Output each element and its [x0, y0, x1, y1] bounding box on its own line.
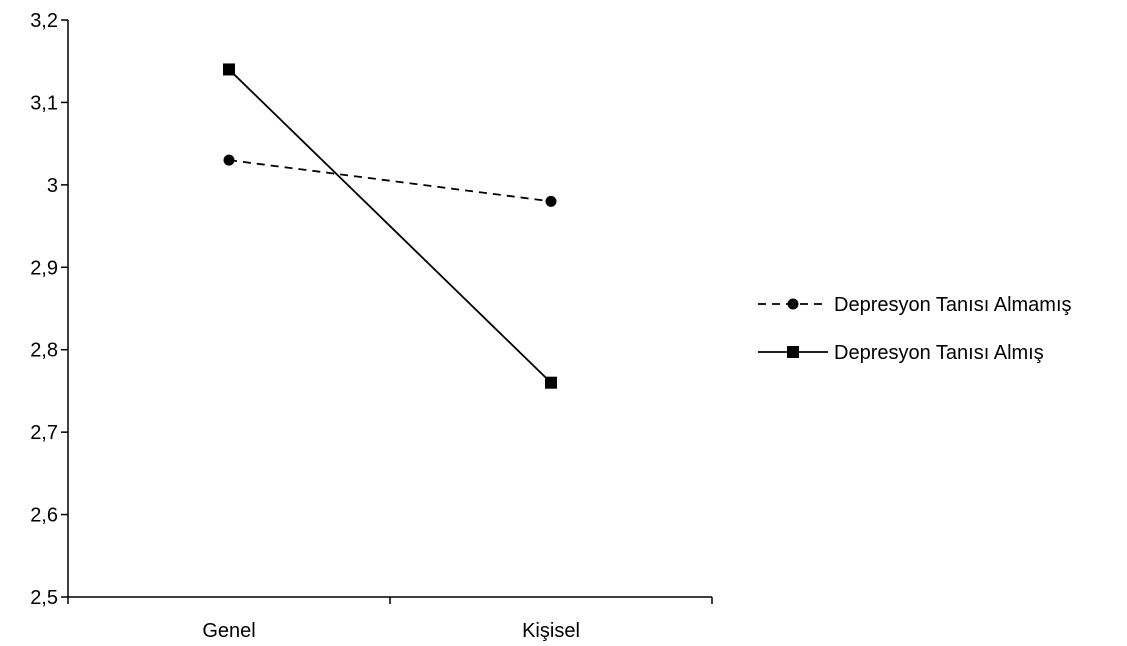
- data-point-circle: [545, 195, 557, 207]
- data-point-square: [545, 376, 557, 389]
- legend: Depresyon Tanısı Almamış Depresyon Tanısı…: [758, 294, 1072, 364]
- series-1: [223, 154, 557, 207]
- series-line: [228, 68, 552, 384]
- y-axis: 2,5 2,6 2,7 2,8 2,9 3 3,1 3,2: [30, 10, 69, 609]
- series-layer: [223, 63, 557, 389]
- data-point-square: [223, 63, 235, 76]
- legend-item: Depresyon Tanısı Almış: [758, 342, 1044, 364]
- series-line: [228, 159, 552, 203]
- y-tick-label: 2,8: [30, 340, 58, 362]
- y-tick-label: 2,6: [30, 505, 58, 527]
- series-2: [223, 63, 557, 389]
- y-tick-label: 3: [47, 175, 58, 197]
- legend-label: Depresyon Tanısı Almış: [834, 342, 1044, 364]
- legend-label: Depresyon Tanısı Almamış: [834, 294, 1072, 316]
- data-point-circle: [787, 298, 799, 310]
- x-axis: Genel Kişisel: [67, 596, 713, 642]
- x-tick-label: Kişisel: [522, 620, 580, 642]
- x-tick-label: Genel: [202, 620, 255, 642]
- legend-item: Depresyon Tanısı Almamış: [758, 294, 1072, 316]
- y-tick-label: 3,2: [30, 10, 58, 32]
- y-tick-label: 2,9: [30, 257, 58, 279]
- y-tick-label: 3,1: [30, 92, 58, 114]
- data-point-square: [787, 346, 799, 358]
- y-tick-label: 2,5: [30, 587, 58, 609]
- y-tick-label: 2,7: [30, 422, 58, 444]
- data-point-circle: [223, 154, 235, 166]
